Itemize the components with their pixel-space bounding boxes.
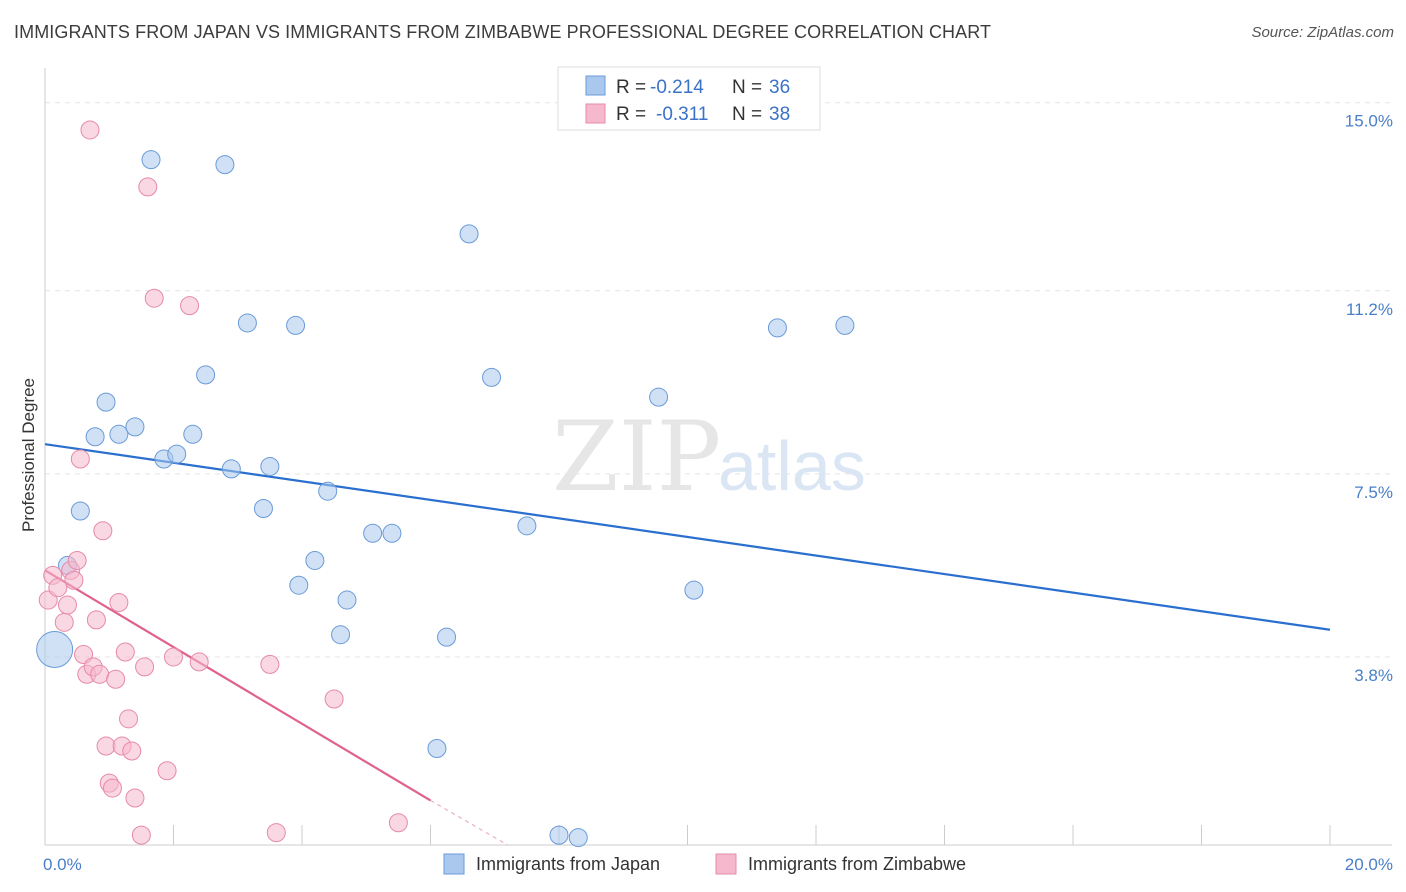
point-japan xyxy=(767,318,787,338)
y-tick-label: 7.5% xyxy=(1354,483,1393,502)
point-zimbabwe xyxy=(164,647,183,667)
watermark-atlas: atlas xyxy=(718,427,866,505)
legend-swatch-japan xyxy=(585,75,606,96)
point-zimbabwe xyxy=(131,825,151,845)
legend-n-label-zimbabwe: N = xyxy=(732,104,762,125)
y-axis-label: Professional Degree xyxy=(19,378,38,532)
trend-lines xyxy=(44,443,1331,846)
data-points xyxy=(36,120,855,848)
point-japan xyxy=(289,575,309,595)
trend-line-zimbabwe-extension xyxy=(430,800,508,846)
point-zimbabwe xyxy=(135,657,155,677)
point-zimbabwe xyxy=(157,761,177,781)
point-japan xyxy=(363,523,383,543)
point-zimbabwe xyxy=(86,610,106,630)
point-zimbabwe xyxy=(189,652,209,672)
point-japan xyxy=(835,315,855,335)
point-zimbabwe xyxy=(180,296,200,316)
chart-source: Source: ZipAtlas.com xyxy=(1251,24,1394,41)
point-zimbabwe xyxy=(54,612,74,632)
point-japan xyxy=(96,392,116,412)
point-japan xyxy=(318,481,338,501)
top-legend: R = -0.214 N = 36 R = -0.311 N = 38 xyxy=(557,66,821,131)
legend-r-value-japan: -0.214 xyxy=(650,77,704,98)
point-zimbabwe xyxy=(119,709,139,729)
point-zimbabwe xyxy=(109,593,129,613)
legend-n-value-zimbabwe: 38 xyxy=(769,104,790,125)
point-japan xyxy=(253,499,273,519)
point-japan xyxy=(382,523,402,543)
point-japan xyxy=(568,828,588,848)
point-japan xyxy=(649,387,669,407)
chart-title: IMMIGRANTS FROM JAPAN VS IMMIGRANTS FROM… xyxy=(14,22,992,42)
point-zimbabwe xyxy=(266,823,286,843)
point-japan xyxy=(70,501,90,521)
point-zimbabwe xyxy=(70,449,90,469)
point-japan xyxy=(427,739,447,759)
x-tick-label-left: 0.0% xyxy=(43,855,82,874)
point-zimbabwe xyxy=(102,778,122,798)
legend-n-label-japan: N = xyxy=(732,77,762,98)
point-japan xyxy=(260,456,280,476)
point-japan xyxy=(221,459,241,479)
legend-swatch-zimbabwe xyxy=(585,103,606,124)
x-tick-label-right: 20.0% xyxy=(1345,855,1393,874)
point-zimbabwe xyxy=(64,570,84,590)
tick-labels: 3.8% 7.5% 11.2% 15.0% 0.0% 20.0% xyxy=(43,112,1393,874)
point-japan xyxy=(684,580,704,600)
point-japan xyxy=(549,825,569,845)
point-zimbabwe xyxy=(260,654,280,674)
point-zimbabwe xyxy=(144,288,164,308)
point-japan xyxy=(215,155,235,175)
legend-r-label-zimbabwe: R = xyxy=(616,104,646,125)
point-japan xyxy=(167,444,187,464)
point-zimbabwe xyxy=(48,578,68,598)
point-japan xyxy=(125,417,145,437)
point-japan xyxy=(331,625,351,645)
point-japan xyxy=(183,424,203,444)
y-tick-label: 3.8% xyxy=(1354,666,1393,685)
point-zimbabwe xyxy=(80,120,100,140)
point-japan xyxy=(437,627,457,647)
y-tick-label: 15.0% xyxy=(1345,112,1393,131)
point-japan xyxy=(109,424,129,444)
point-zimbabwe xyxy=(388,813,408,833)
point-japan xyxy=(286,315,306,335)
legend-n-value-japan: 36 xyxy=(769,77,790,98)
point-zimbabwe xyxy=(93,521,113,541)
point-zimbabwe xyxy=(90,664,110,684)
grid-lines xyxy=(45,102,1392,658)
trend-line-japan xyxy=(44,443,1331,631)
point-zimbabwe xyxy=(106,669,126,689)
bottom-legend-swatch-zimbabwe xyxy=(715,853,737,875)
point-japan xyxy=(237,313,257,333)
point-zimbabwe xyxy=(115,642,135,662)
point-zimbabwe xyxy=(57,595,77,615)
point-japan xyxy=(459,224,479,244)
point-zimbabwe xyxy=(138,177,158,197)
legend-r-label-japan: R = xyxy=(616,77,646,98)
point-japan xyxy=(337,590,357,610)
y-tick-label: 11.2% xyxy=(1346,300,1393,319)
point-zimbabwe xyxy=(96,736,116,756)
bottom-legend-label-japan: Immigrants from Japan xyxy=(476,854,660,874)
point-zimbabwe xyxy=(67,550,87,570)
bottom-legend-swatch-japan xyxy=(443,853,465,875)
point-japan xyxy=(305,550,325,570)
point-japan xyxy=(482,367,502,387)
bottom-legend: Immigrants from Japan Immigrants from Zi… xyxy=(443,853,966,875)
point-japan xyxy=(36,631,74,669)
point-japan xyxy=(85,427,105,447)
bottom-legend-label-zimbabwe: Immigrants from Zimbabwe xyxy=(748,854,966,874)
point-zimbabwe xyxy=(125,788,145,808)
watermark-zip: ZIP xyxy=(552,401,721,513)
point-japan xyxy=(196,365,216,385)
legend-r-value-zimbabwe: -0.311 xyxy=(656,104,708,125)
trend-line-zimbabwe xyxy=(44,569,432,802)
point-japan xyxy=(141,150,161,170)
point-zimbabwe xyxy=(122,741,142,761)
point-zimbabwe xyxy=(324,689,344,709)
point-japan xyxy=(517,516,537,536)
